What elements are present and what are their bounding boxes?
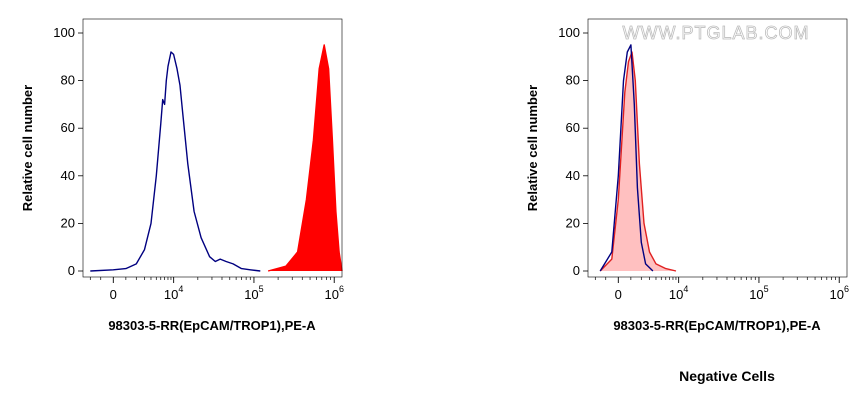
plot-frame bbox=[587, 18, 848, 278]
y-tick-label: 100 bbox=[558, 25, 580, 40]
x-tick-label: 104 bbox=[164, 284, 183, 302]
series-1-histogram bbox=[599, 44, 654, 272]
plot-marks bbox=[599, 44, 677, 272]
watermark: WWW.PTGLAB.COM bbox=[623, 23, 810, 43]
x-tick-label: 106 bbox=[829, 284, 848, 302]
y-tick-label: 20 bbox=[566, 215, 580, 230]
x-tick-label: 0 bbox=[615, 287, 622, 302]
x-axis-ticks: 0 104 105 106 bbox=[594, 277, 849, 302]
histogram-panel-negative: 0 20 40 60 80 100 0 104 105 106 Relative cell nu… bbox=[525, 18, 849, 384]
y-axis-ticks: 0 20 40 60 80 100 bbox=[53, 25, 83, 278]
y-tick-label: 40 bbox=[61, 168, 75, 183]
x-axis-label: 98303-5-RR(EpCAM/TROP1),PE-A bbox=[108, 318, 316, 333]
y-axis-ticks: 0 20 40 60 80 100 bbox=[558, 25, 588, 278]
y-tick-label: 0 bbox=[573, 263, 580, 278]
x-axis-label: 98303-5-RR(EpCAM/TROP1),PE-A bbox=[613, 318, 821, 333]
x-tick-label: 105 bbox=[244, 284, 263, 302]
x-tick-label: 104 bbox=[669, 284, 688, 302]
x-tick-label: 0 bbox=[110, 287, 117, 302]
plot-marks bbox=[90, 44, 343, 272]
y-tick-label: 80 bbox=[61, 73, 75, 88]
y-tick-label: 20 bbox=[61, 215, 75, 230]
y-tick-label: 60 bbox=[61, 120, 75, 135]
series-0-histogram bbox=[599, 51, 677, 272]
x-tick-label: 106 bbox=[324, 284, 343, 302]
y-tick-label: 60 bbox=[566, 120, 580, 135]
series-1-histogram bbox=[267, 44, 343, 272]
histogram-panel-stained: 0 20 40 60 80 100 0 104 105 106 Relative cell nu… bbox=[20, 18, 344, 333]
y-tick-label: 0 bbox=[68, 263, 75, 278]
y-axis-label: Relative cell number bbox=[525, 85, 540, 211]
x-tick-label: 105 bbox=[749, 284, 768, 302]
x-axis-ticks: 0 104 105 106 bbox=[89, 277, 344, 302]
y-tick-label: 80 bbox=[566, 73, 580, 88]
y-tick-label: 40 bbox=[566, 168, 580, 183]
y-tick-label: 100 bbox=[53, 25, 75, 40]
series-0-histogram bbox=[90, 51, 261, 272]
y-axis-label: Relative cell number bbox=[20, 85, 35, 211]
plot-frame bbox=[82, 18, 343, 278]
panel-caption: Negative Cells bbox=[679, 368, 775, 384]
